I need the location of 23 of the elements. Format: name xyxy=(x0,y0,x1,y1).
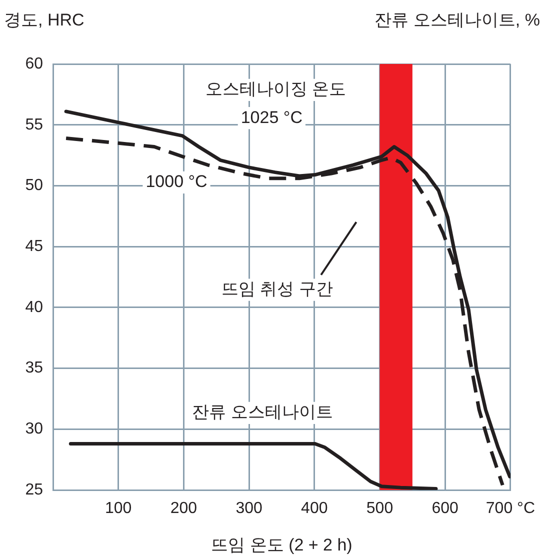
x-tick-label: 300 xyxy=(236,500,262,518)
y-tick-label: 40 xyxy=(25,298,44,316)
series-label: 잔류 오스테나이트 xyxy=(192,402,333,422)
x-tick-label: 600 xyxy=(432,500,459,518)
series-label: 1000 °C xyxy=(146,172,208,192)
y-tick-label: 30 xyxy=(25,420,44,438)
y-tick-label: 55 xyxy=(25,116,44,134)
x-axis-title: 뜨임 온도 (2 + 2 h) xyxy=(211,536,352,555)
annotation: 오스테나이징 온도 xyxy=(205,80,346,99)
y-axis-title: 경도, HRC xyxy=(4,10,84,30)
y-tick-label: 60 xyxy=(25,55,44,72)
x-tick-label: 100 xyxy=(105,500,132,518)
y-tick-label: 45 xyxy=(25,238,44,255)
text: 1025 °C xyxy=(240,108,302,127)
x-tick-label: 500 xyxy=(366,500,394,518)
x-tick-label: 400 xyxy=(301,500,328,518)
y-tick-label: 35 xyxy=(25,360,44,377)
y2-axis-title: 잔류 오스테나이트, % xyxy=(374,10,540,30)
y-tick-label: 50 xyxy=(25,177,44,194)
x-tick-label: 700 °C xyxy=(486,500,535,518)
y-tick-label: 25 xyxy=(25,481,44,498)
x-tick-label: 200 xyxy=(170,500,198,518)
band-label: 뜨임 취성 구간 xyxy=(221,279,333,298)
